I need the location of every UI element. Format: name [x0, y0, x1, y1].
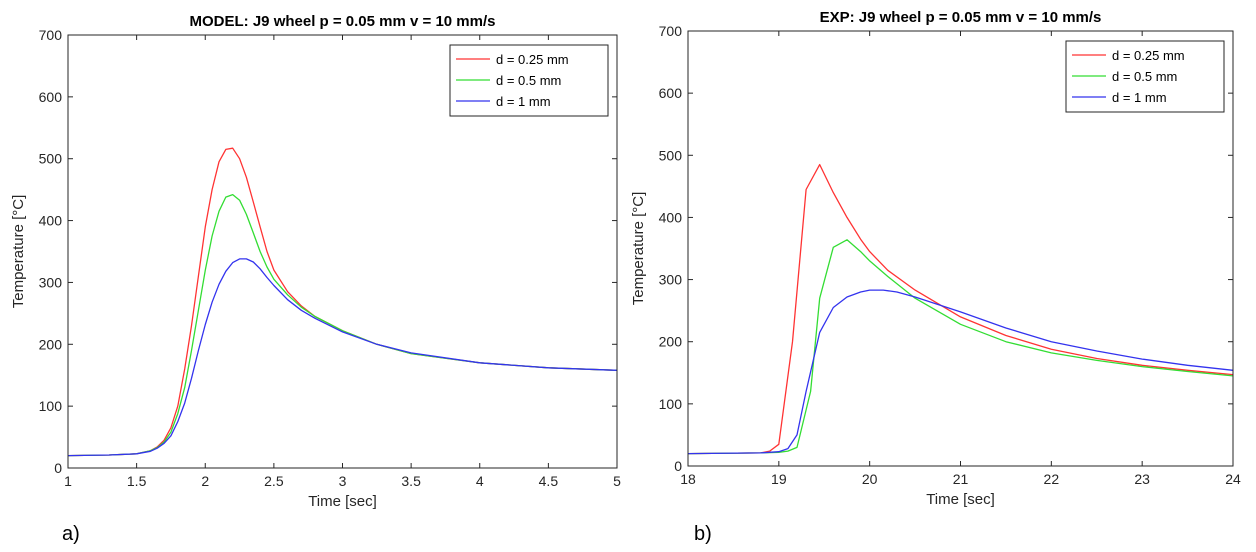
series-line-2 [67, 258, 618, 457]
y-tick-label: 200 [659, 334, 683, 350]
series-line-2 [687, 289, 1234, 455]
x-tick-label: 1.5 [127, 473, 147, 489]
x-tick-label: 24 [1225, 471, 1241, 487]
y-tick-label: 400 [39, 213, 63, 229]
x-tick-label: 21 [953, 471, 969, 487]
x-tick-label: 1 [64, 473, 72, 489]
y-tick-label: 600 [39, 89, 63, 105]
legend-label-0: d = 0.25 mm [496, 52, 569, 67]
y-tick-label: 300 [39, 274, 63, 290]
x-tick-label: 4 [476, 473, 484, 489]
x-tick-label: 19 [771, 471, 787, 487]
x-tick-label: 3.5 [401, 473, 421, 489]
y-tick-label: 700 [39, 27, 63, 43]
model-chart: 1 1.5 2 2.5 3 3.5 4 4.5 5 0 100 200 300 400 500 600 700 M… [10, 13, 621, 545]
y-tick-label: 500 [39, 151, 63, 167]
x-tick-label: 2.5 [264, 473, 284, 489]
x-tick-label: 4.5 [539, 473, 559, 489]
y-tick-label: 600 [659, 85, 683, 101]
y-tick-label: 200 [39, 336, 63, 352]
panel-label: a) [62, 523, 80, 545]
panel-label: b) [694, 523, 712, 545]
y-tick-label: 400 [659, 209, 683, 225]
y-tick-label: 0 [54, 460, 62, 476]
series-line-1 [67, 193, 618, 457]
y-tick-label: 700 [659, 23, 683, 39]
exp-chart: 18 19 20 21 22 23 24 0 100 200 300 400 500 600 700 EXP:… [630, 9, 1241, 545]
y-tick-label: 0 [674, 458, 682, 474]
legend-label-0: d = 0.25 mm [1112, 48, 1185, 63]
y-axis-label: Temperature [°C] [630, 192, 647, 306]
legend: d = 0.25 mm d = 0.5 mm d = 1 mm [449, 44, 609, 117]
legend-label-2: d = 1 mm [496, 94, 551, 109]
series-line-1 [687, 239, 1234, 455]
x-axis-label: Time [sec] [926, 491, 995, 508]
x-axis-label: Time [sec] [308, 493, 377, 510]
legend-label-1: d = 0.5 mm [1112, 69, 1177, 84]
chart-title: EXP: J9 wheel p = 0.05 mm v = 10 mm/s [820, 9, 1102, 26]
x-tick-label: 22 [1044, 471, 1060, 487]
legend-label-1: d = 0.5 mm [496, 73, 561, 88]
y-tick-label: 100 [39, 398, 63, 414]
x-tick-label: 23 [1134, 471, 1150, 487]
x-tick-label: 3 [339, 473, 347, 489]
chart-title: MODEL: J9 wheel p = 0.05 mm v = 10 mm/s [190, 13, 496, 30]
x-tick-label: 18 [680, 471, 696, 487]
x-tick-label: 5 [613, 473, 621, 489]
y-tick-label: 100 [659, 396, 683, 412]
y-axis-label: Temperature [°C] [10, 195, 27, 309]
x-tick-label: 2 [201, 473, 209, 489]
y-tick-label: 500 [659, 147, 683, 163]
legend-label-2: d = 1 mm [1112, 90, 1167, 105]
y-tick-label: 300 [659, 272, 683, 288]
legend: d = 0.25 mm d = 0.5 mm d = 1 mm [1065, 40, 1225, 113]
x-tick-label: 20 [862, 471, 878, 487]
series-line-0 [687, 163, 1234, 455]
